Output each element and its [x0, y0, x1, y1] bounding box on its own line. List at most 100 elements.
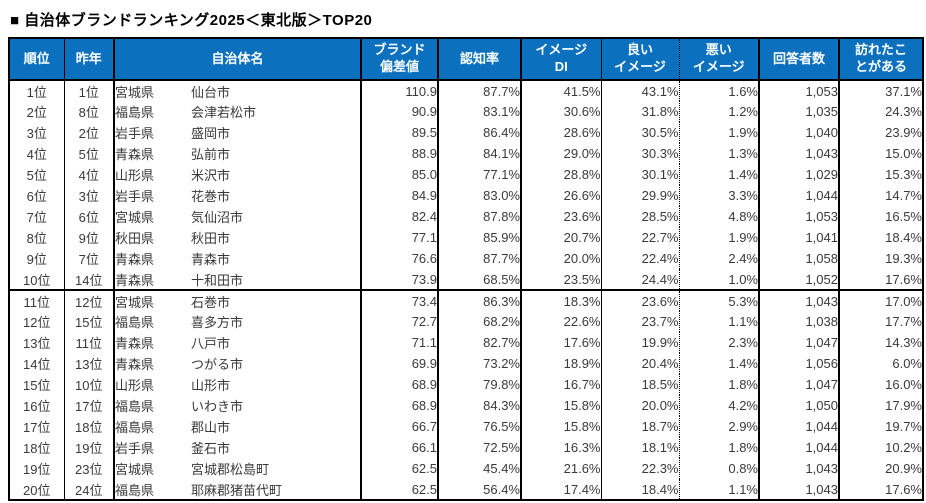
- recognition-rate-cell: 84.3%: [437, 395, 521, 416]
- bad-image-cell: 3.3%: [678, 185, 759, 206]
- image-di-cell: 15.8%: [520, 395, 601, 416]
- recognition-rate-cell: 85.9%: [437, 227, 521, 248]
- bad-image-cell: 2.3%: [678, 332, 759, 353]
- table-row: 15位 10位 山形県 山形市 68.9 79.8% 16.7% 18.5% 1.8% 1,047…: [9, 374, 923, 395]
- last-year-cell: 10位: [63, 374, 114, 395]
- good-image-cell: 30.5%: [600, 122, 679, 143]
- respondents-cell: 1,053: [758, 206, 839, 227]
- good-image-cell: 18.1%: [600, 437, 679, 458]
- image-di-cell: 28.6%: [520, 122, 601, 143]
- recognition-rate-cell: 68.2%: [437, 311, 521, 332]
- rank-cell: 4位: [26, 147, 47, 162]
- rank-cell: 7位: [26, 210, 47, 225]
- respondents-cell: 1,035: [758, 101, 839, 122]
- rank-cell: 6位: [26, 189, 47, 204]
- bad-image-cell: 1.8%: [678, 437, 759, 458]
- good-image-cell: 18.5%: [600, 374, 679, 395]
- last-year-cell: 7位: [63, 248, 114, 269]
- rank-cell: 20位: [23, 482, 51, 498]
- respondents-cell: 1,044: [758, 416, 839, 437]
- good-image-cell: 19.9%: [600, 332, 679, 353]
- bad-image-cell: 1.4%: [678, 353, 759, 374]
- last-year-cell: 18位: [63, 416, 114, 437]
- respondents-cell: 1,041: [758, 227, 839, 248]
- city-text: 喜多方市: [191, 315, 244, 330]
- prefecture-text: 福島県: [115, 482, 155, 498]
- good-image-cell: 23.6%: [600, 289, 679, 311]
- respondents-cell: 1,043: [758, 143, 839, 164]
- bad-image-cell: 4.2%: [678, 395, 759, 416]
- bad-image-cell: 0.8%: [678, 458, 759, 479]
- municipality-cell: 宮城県 石巻市: [113, 289, 361, 311]
- recognition-rate-cell: 87.7%: [437, 248, 521, 269]
- prefecture-text: 福島県: [115, 105, 155, 120]
- recognition-rate-cell: 45.4%: [437, 458, 521, 479]
- municipality-cell: 山形県 米沢市: [113, 164, 361, 185]
- bad-image-cell: 1.6%: [678, 80, 759, 101]
- brand-score-cell: 88.9: [360, 143, 438, 164]
- city-text: 米沢市: [191, 168, 231, 183]
- respondents-cell: 1,052: [758, 269, 839, 290]
- respondents-cell: 1,040: [758, 122, 839, 143]
- image-di-cell: 28.8%: [520, 164, 601, 185]
- recognition-rate-cell: 84.1%: [437, 143, 521, 164]
- municipality-cell: 福島県 耶麻郡猪苗代町: [113, 479, 361, 500]
- respondents-cell: 1,044: [758, 185, 839, 206]
- image-di-cell: 20.0%: [520, 248, 601, 269]
- header-visited: 訪れたこ とがある: [838, 38, 923, 81]
- prefecture-text: 山形県: [115, 168, 155, 183]
- bad-image-cell: 1.1%: [678, 311, 759, 332]
- respondents-cell: 1,043: [758, 289, 839, 311]
- visited-cell: 19.7%: [838, 416, 923, 437]
- brand-score-cell: 68.9: [360, 374, 438, 395]
- respondents-cell: 1,047: [758, 374, 839, 395]
- municipality-cell: 岩手県 釜石市: [113, 437, 361, 458]
- municipality-cell: 福島県 会津若松市: [113, 101, 361, 122]
- brand-score-cell: 89.5: [360, 122, 438, 143]
- bad-image-cell: 1.0%: [678, 269, 759, 290]
- table-row: 20位 24位 福島県 耶麻郡猪苗代町 62.5 56.4% 17.4% 18.4% 1.1% 1…: [9, 479, 923, 500]
- header-bad-image: 悪い イメージ: [678, 38, 759, 81]
- image-di-cell: 23.5%: [520, 269, 601, 290]
- brand-score-cell: 62.5: [360, 479, 438, 500]
- header-recognition: 認知率: [437, 38, 521, 81]
- image-di-cell: 41.5%: [520, 80, 601, 101]
- brand-score-cell: 71.1: [360, 332, 438, 353]
- table-row: 16位 17位 福島県 いわき市 68.9 84.3% 15.8% 20.0% 4.2% 1,05…: [9, 395, 923, 416]
- image-di-cell: 15.8%: [520, 416, 601, 437]
- respondents-cell: 1,047: [758, 332, 839, 353]
- city-text: 花巻市: [191, 189, 231, 204]
- good-image-cell: 24.4%: [600, 269, 679, 290]
- last-year-cell: 5位: [63, 143, 114, 164]
- table-row: 9位 7位 青森県 青森市 76.6 87.7% 20.0% 22.4% 2.4% 1,058 19…: [9, 248, 923, 269]
- recognition-rate-cell: 68.5%: [437, 269, 521, 290]
- rank-cell: 8位: [26, 231, 47, 246]
- good-image-cell: 31.8%: [600, 101, 679, 122]
- last-year-cell: 14位: [63, 269, 114, 290]
- city-text: 石巻市: [191, 294, 231, 310]
- header-rank: 順位: [9, 38, 64, 81]
- prefecture-text: 青森県: [115, 336, 155, 351]
- table-row: 1位 1位 宮城県 仙台市 110.9 87.7% 41.5% 43.1% 1.6% 1,053 3…: [9, 80, 923, 101]
- image-di-cell: 16.3%: [520, 437, 601, 458]
- good-image-cell: 43.1%: [600, 80, 679, 101]
- city-text: 気仙沼市: [191, 210, 244, 225]
- table-row: 18位 19位 岩手県 釜石市 66.1 72.5% 16.3% 18.1% 1.8% 1,044…: [9, 437, 923, 458]
- rank-cell: 2位: [26, 105, 47, 120]
- city-text: 山形市: [191, 378, 231, 393]
- city-text: 郡山市: [191, 420, 231, 435]
- good-image-cell: 30.1%: [600, 164, 679, 185]
- brand-score-cell: 90.9: [360, 101, 438, 122]
- prefecture-text: 岩手県: [115, 441, 155, 456]
- brand-score-cell: 62.5: [360, 458, 438, 479]
- prefecture-text: 秋田県: [115, 231, 155, 246]
- image-di-cell: 22.6%: [520, 311, 601, 332]
- good-image-cell: 28.5%: [600, 206, 679, 227]
- last-year-cell: 4位: [63, 164, 114, 185]
- recognition-rate-cell: 82.7%: [437, 332, 521, 353]
- rank-cell: 9位: [26, 252, 47, 267]
- municipality-cell: 福島県 いわき市: [113, 395, 361, 416]
- bad-image-cell: 1.1%: [678, 479, 759, 500]
- prefecture-text: 青森県: [115, 252, 155, 267]
